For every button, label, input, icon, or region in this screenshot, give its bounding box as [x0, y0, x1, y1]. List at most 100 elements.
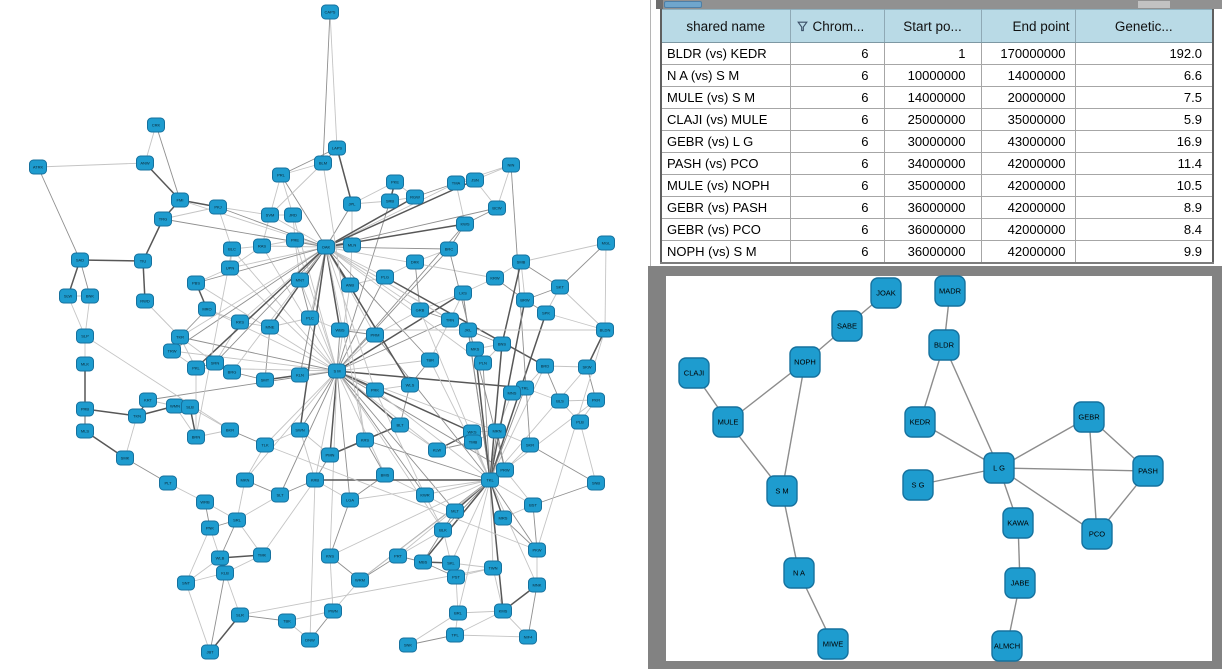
network-node[interactable]: PLN [474, 355, 492, 371]
network-node[interactable]: PST [447, 569, 465, 585]
network-node[interactable]: PKR [587, 392, 605, 408]
network-node[interactable]: RKS [231, 314, 249, 330]
network-node[interactable]: SRL [228, 512, 246, 528]
network-node[interactable]: KMS [494, 603, 512, 619]
network-node[interactable]: KRW [486, 270, 504, 286]
network-node[interactable]: NOPH [789, 346, 821, 378]
network-node[interactable]: PNK [201, 520, 219, 536]
network-node[interactable]: SMB [512, 254, 530, 270]
network-node[interactable]: DNW [301, 632, 319, 648]
table-row[interactable]: GEBR (vs) L G 6 30000000 43000000 16.9 [661, 130, 1213, 153]
network-node[interactable]: TMK [253, 547, 271, 563]
network-node[interactable]: TKL [481, 472, 499, 488]
network-node[interactable]: PCO [1081, 518, 1113, 550]
network-node[interactable]: RAS [253, 238, 271, 254]
network-node[interactable]: JSN [466, 172, 484, 188]
network-node[interactable]: WBS [331, 322, 349, 338]
network-node[interactable]: TKR [171, 329, 189, 345]
network-node[interactable]: SRB [381, 193, 399, 209]
network-node[interactable]: SLP [76, 328, 94, 344]
filter-funnel-icon[interactable] [796, 21, 808, 32]
network-node[interactable]: PWN [324, 603, 342, 619]
network-node[interactable]: KLW [428, 442, 446, 458]
network-node[interactable]: BRG [223, 364, 241, 380]
network-node[interactable]: KAWA [1002, 507, 1034, 539]
network-node[interactable]: SLR [231, 607, 249, 623]
network-node[interactable]: JRD [284, 207, 302, 223]
network-node[interactable]: KRB [306, 472, 324, 488]
network-node[interactable]: DRK [406, 254, 424, 270]
network-node[interactable]: ANW [136, 155, 154, 171]
table-row[interactable]: GEBR (vs) PCO 6 36000000 42000000 8.4 [661, 218, 1213, 241]
network-node[interactable]: BMS [376, 467, 394, 483]
network-node[interactable]: MLN [343, 237, 361, 253]
network-node[interactable]: ATRK [29, 159, 47, 175]
network-node[interactable]: SWN [291, 422, 309, 438]
network-node[interactable]: KRT [139, 392, 157, 408]
network-node[interactable]: S M [766, 475, 798, 507]
network-node[interactable]: BST [524, 497, 542, 513]
network-node[interactable]: SKT [551, 279, 569, 295]
network-node[interactable]: SABE [831, 310, 863, 342]
network-node[interactable]: NIF4 [519, 629, 537, 645]
network-node[interactable]: NIN [502, 157, 520, 173]
network-node[interactable]: MBS [414, 554, 432, 570]
network-node[interactable]: PBS [187, 275, 205, 291]
horizontal-scrollbar[interactable] [656, 0, 1222, 9]
network-node[interactable]: SKL [442, 555, 460, 571]
network-node[interactable]: RGW [406, 189, 424, 205]
network-node[interactable]: MADR [934, 275, 966, 307]
network-node[interactable]: SNK [399, 637, 417, 653]
network-node[interactable]: MRS [494, 510, 512, 526]
table-row[interactable]: NOPH (vs) S M 6 36000000 42000000 9.9 [661, 240, 1213, 264]
network-node[interactable]: PRK [366, 382, 384, 398]
network-node[interactable]: CLAJI [678, 357, 710, 389]
network-node[interactable]: BRW [516, 292, 534, 308]
network-node[interactable]: MGL [597, 235, 615, 251]
network-node[interactable]: PRL [272, 167, 290, 183]
network-node[interactable]: WRB [196, 494, 214, 510]
network-node[interactable]: PKE [386, 174, 404, 190]
network-node[interactable]: PRB [76, 401, 94, 417]
table-row[interactable]: N A (vs) S M 6 10000000 14000000 6.6 [661, 64, 1213, 87]
network-node[interactable]: SMT [256, 372, 274, 388]
network-node[interactable]: OAK [317, 239, 335, 255]
network-node[interactable]: S G [902, 469, 934, 501]
network-node[interactable]: SKR [521, 437, 539, 453]
network-node[interactable]: CRK [147, 117, 165, 133]
network-node[interactable]: JOAK [870, 277, 902, 309]
network-node[interactable]: MRN [488, 423, 506, 439]
network-node[interactable]: BLT [391, 417, 409, 433]
table-row[interactable]: MULE (vs) S M 6 14000000 20000000 7.5 [661, 86, 1213, 109]
network-node[interactable]: BRD [536, 358, 554, 374]
network-node[interactable]: KWR [416, 487, 434, 503]
network-node[interactable]: BLDR [928, 329, 960, 361]
network-node[interactable]: BKR [221, 422, 239, 438]
network-node[interactable]: GRB [411, 302, 429, 318]
network-node[interactable]: MLT [446, 503, 464, 519]
network-node[interactable]: SKW [578, 359, 596, 375]
network-node[interactable]: KEDR [904, 406, 936, 438]
network-node[interactable]: WLS [401, 377, 419, 393]
network-node[interactable]: JABE [1004, 567, 1036, 599]
network-node[interactable]: TMB [464, 434, 482, 450]
network-node[interactable]: KLN [291, 367, 309, 383]
network-node[interactable]: BNS [493, 336, 511, 352]
network-node[interactable]: ALMCH [991, 630, 1023, 662]
table-row[interactable]: CLAJI (vs) MULE 6 25000000 35000000 5.9 [661, 108, 1213, 131]
network-node[interactable]: BLDN [596, 322, 614, 338]
network-node[interactable]: SAD [71, 252, 89, 268]
network-node[interactable]: MNE [261, 319, 279, 335]
network-node[interactable]: MKN [236, 472, 254, 488]
network-node[interactable]: CAPS [321, 4, 339, 20]
network-node[interactable]: MIWE [817, 628, 849, 660]
network-node[interactable]: PASH [1132, 455, 1164, 487]
table-row[interactable]: MULE (vs) NOPH 6 35000000 42000000 10.5 [661, 174, 1213, 197]
network-node[interactable]: SLB [181, 399, 199, 415]
network-node[interactable]: SMK [116, 450, 134, 466]
network-node[interactable]: RWD [136, 293, 154, 309]
network-node[interactable]: TLK [256, 437, 274, 453]
network-node[interactable]: MLK [76, 356, 94, 372]
